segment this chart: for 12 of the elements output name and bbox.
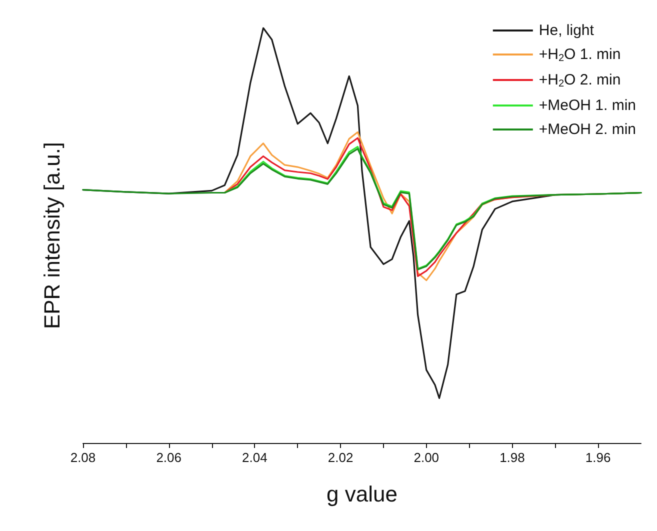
x-tick-label: 2.06 (156, 450, 182, 465)
x-axis-title: g value (326, 482, 398, 506)
legend-label: +MeOH 1. min (538, 97, 636, 114)
x-tick-label: 1.98 (500, 450, 525, 465)
x-tick-label: 1.96 (585, 450, 611, 465)
x-tick-label: 2.04 (242, 450, 268, 465)
y-axis-title: EPR intensity [a.u.] (40, 142, 64, 330)
legend-label: +MeOH 2. min (538, 121, 636, 138)
legend-label: He, light (538, 22, 595, 39)
x-tick-label: 2.08 (70, 450, 96, 465)
x-tick-label: 2.00 (414, 450, 440, 465)
x-tick-label: 2.02 (328, 450, 354, 465)
